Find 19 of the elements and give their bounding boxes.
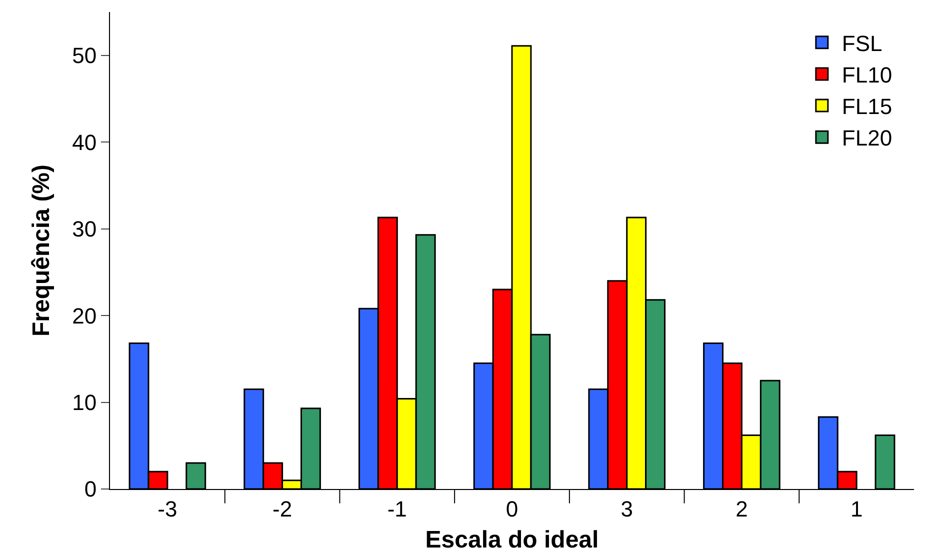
legend-label: FL20 bbox=[842, 126, 892, 151]
x-tick-label: 1 bbox=[850, 496, 863, 522]
x-tick-label: 0 bbox=[506, 496, 518, 522]
y-tick-label: 10 bbox=[72, 390, 97, 415]
x-tick-label: 3 bbox=[620, 496, 633, 522]
x-axis-title: Escala do ideal bbox=[425, 526, 599, 554]
legend-label: FL15 bbox=[842, 94, 892, 120]
legend-label: FSL bbox=[842, 30, 882, 56]
y-axis-title: Frequência (%) bbox=[28, 164, 56, 337]
y-tick-label: 50 bbox=[72, 43, 97, 68]
y-tick-label: 40 bbox=[72, 130, 97, 155]
x-tick-label: -1 bbox=[387, 496, 407, 522]
x-tick-label: -2 bbox=[272, 496, 292, 522]
y-tick-label: 0 bbox=[84, 476, 97, 502]
x-tick-label: 2 bbox=[736, 496, 748, 522]
legend-label: FL10 bbox=[842, 62, 892, 88]
y-tick-label: 20 bbox=[72, 303, 97, 328]
y-tick-label: 30 bbox=[72, 216, 97, 242]
x-tick-label: -3 bbox=[158, 496, 178, 522]
